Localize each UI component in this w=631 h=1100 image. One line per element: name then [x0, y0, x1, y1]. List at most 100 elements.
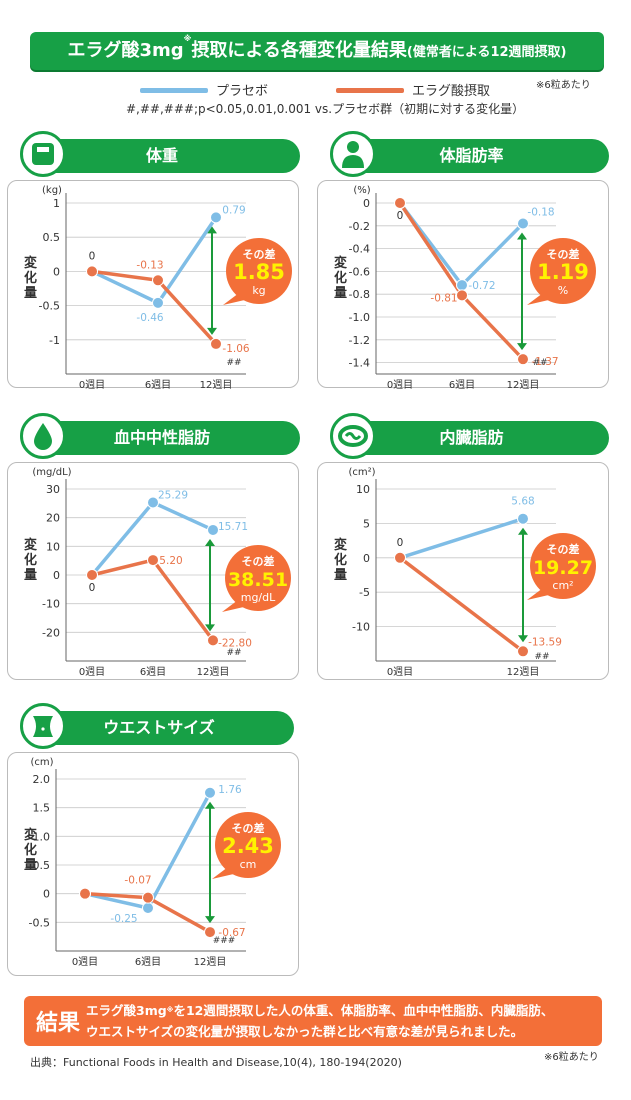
- data-label: -0.18: [527, 207, 554, 219]
- panel-header-body-fat: 体脂肪率: [330, 131, 609, 177]
- difference-badge-unit: cm²: [552, 579, 573, 592]
- data-point-placebo: [204, 786, 216, 799]
- y-tick-label: 0: [363, 197, 370, 210]
- data-point-ellagic: [394, 551, 406, 564]
- y-tick-label: 0.5: [33, 859, 51, 872]
- difference-arrow-head-down: [205, 916, 215, 924]
- difference-badge-value: 2.43: [222, 834, 274, 858]
- data-point-placebo: [147, 496, 159, 509]
- data-label: 0: [89, 582, 96, 594]
- y-unit-label: (kg): [42, 185, 62, 196]
- x-tick-label: 6週目: [140, 666, 166, 678]
- x-tick-label: 12週目: [507, 666, 540, 678]
- result-text: エラグ酸3mg※を12週間摂取した人の体重、体脂肪率、血中中性脂肪、内臓脂肪、 …: [86, 1000, 553, 1042]
- chart-body-fat-svg: (%) 変化量 0 -0.2 -0.4 -0.6 -0.8 -1.0 -1.2 -1.4 0週目 6週…: [334, 185, 596, 391]
- data-point-ellagic: [394, 197, 406, 209]
- data-label: -1.06: [222, 343, 249, 355]
- x-tick-label: 6週目: [449, 379, 475, 391]
- chart-weight: (kg) 変化量 1 0.5 0 -0.5 -1 0週目 6週目 12週目 0 -0.46 0.79 -0…: [7, 180, 299, 391]
- data-label: 0: [89, 250, 96, 262]
- y-tick-label: -20: [42, 626, 60, 639]
- data-label: 5.20: [159, 555, 182, 567]
- legend-placebo-label: プラセボ: [216, 84, 269, 99]
- x-tick-label: 0週目: [79, 666, 105, 678]
- y-unit-label: (%): [353, 185, 370, 196]
- y-tick-label: 1.5: [33, 802, 51, 815]
- data-label: -0.13: [136, 259, 163, 271]
- data-point-ellagic: [79, 887, 91, 900]
- x-tick-label: 6週目: [145, 379, 171, 391]
- panel-header-triglyceride: 血中中性脂肪: [20, 413, 300, 459]
- data-point-ellagic: [147, 554, 159, 567]
- difference-badge-value: 1.85: [233, 260, 285, 284]
- panel-title-waist: ウエストサイズ: [103, 718, 215, 737]
- data-point-ellagic: [456, 289, 468, 302]
- data-label: -0.72: [468, 280, 495, 292]
- legend-placebo-line: [140, 88, 208, 93]
- source-citation: 出典：Functional Foods in Health and Diseas…: [30, 1056, 402, 1069]
- viscera-icon: [330, 413, 376, 459]
- y-tick-label: 20: [46, 512, 60, 525]
- y-axis-title: 変化量: [24, 537, 37, 583]
- y-tick-label: 30: [46, 483, 60, 496]
- difference-badge-label: その差: [232, 821, 265, 835]
- difference-badge-unit: mg/dL: [241, 591, 276, 604]
- y-axis-title: 変化量: [334, 255, 347, 301]
- data-point-placebo: [152, 296, 164, 309]
- difference-badge-label: その差: [243, 247, 276, 261]
- chart-visceral: (cm²) 変化量 10 5 0 -5 -10 0週目 12週目 0 5.68 -13.59 ## その差…: [317, 462, 609, 680]
- data-point-ellagic: [142, 891, 154, 904]
- y-unit-label: (mg/dL): [32, 467, 71, 478]
- y-tick-label: -1: [49, 334, 60, 347]
- y-tick-label: -5: [359, 586, 370, 599]
- y-tick-label: 5: [363, 517, 370, 530]
- y-axis-title: 変化量: [334, 537, 347, 583]
- title-main: エラグ酸3mg: [67, 40, 184, 61]
- result-note-mark: ※: [166, 1006, 174, 1014]
- data-point-placebo: [517, 512, 529, 525]
- y-tick-label: 0: [53, 569, 60, 582]
- y-tick-label: 0.5: [43, 231, 61, 244]
- scale-icon: [20, 131, 66, 177]
- significance-note: #,##,###;p<0.05,0.01,0.001 vs.プラセボ群（初期に対…: [126, 102, 525, 116]
- series-line-placebo: [399, 517, 524, 560]
- body-icon: [330, 131, 376, 177]
- y-tick-label: -0.8: [349, 288, 370, 301]
- data-label: 25.29: [158, 490, 188, 502]
- difference-badge-unit: cm: [240, 858, 257, 871]
- y-tick-label: 2.0: [33, 773, 51, 786]
- y-tick-label: -0.2: [349, 220, 370, 233]
- x-tick-label: 12週目: [507, 379, 540, 391]
- data-point-placebo: [207, 523, 219, 536]
- difference-arrow-head-up: [205, 538, 215, 546]
- difference-badge-unit: kg: [252, 284, 265, 297]
- significance-mark: ###: [213, 936, 236, 946]
- title-paren: (健常者による12週間摂取): [406, 45, 567, 60]
- data-label: 0.79: [222, 204, 245, 216]
- significance-mark: ##: [226, 648, 241, 658]
- panel-title-body-fat: 体脂肪率: [439, 146, 504, 165]
- y-tick-label: -0.6: [349, 265, 370, 278]
- y-axis-title: 変化量: [24, 827, 37, 873]
- data-point-ellagic: [152, 274, 164, 287]
- chart-visceral-svg: (cm²) 変化量 10 5 0 -5 -10 0週目 12週目 0 5.68 -13.59 ## その差…: [334, 467, 596, 678]
- difference-badge: [530, 533, 596, 599]
- title-rest: 摂取による各種変化量結果: [191, 40, 407, 61]
- y-tick-label: 1: [53, 197, 60, 210]
- data-label: -0.67: [218, 927, 245, 939]
- panel-header-weight: 体重: [20, 131, 300, 177]
- panel-title-triglyceride: 血中中性脂肪: [113, 428, 210, 447]
- footnote: ※6粒あたり: [544, 1052, 599, 1063]
- difference-badge-value: 19.27: [533, 557, 593, 579]
- y-tick-label: -1.4: [349, 357, 370, 370]
- x-tick-label: 0週目: [79, 379, 105, 391]
- difference-badge: [226, 238, 292, 304]
- y-tick-label: -10: [352, 621, 370, 634]
- data-label: -1.37: [531, 356, 558, 368]
- result-line1-a: エラグ酸3mg: [86, 1003, 167, 1018]
- data-point-placebo: [456, 279, 468, 292]
- x-tick-label: 0週目: [387, 666, 413, 678]
- significance-mark: ##: [226, 358, 241, 368]
- difference-badge: [225, 545, 291, 611]
- difference-arrow-head-down: [518, 635, 528, 643]
